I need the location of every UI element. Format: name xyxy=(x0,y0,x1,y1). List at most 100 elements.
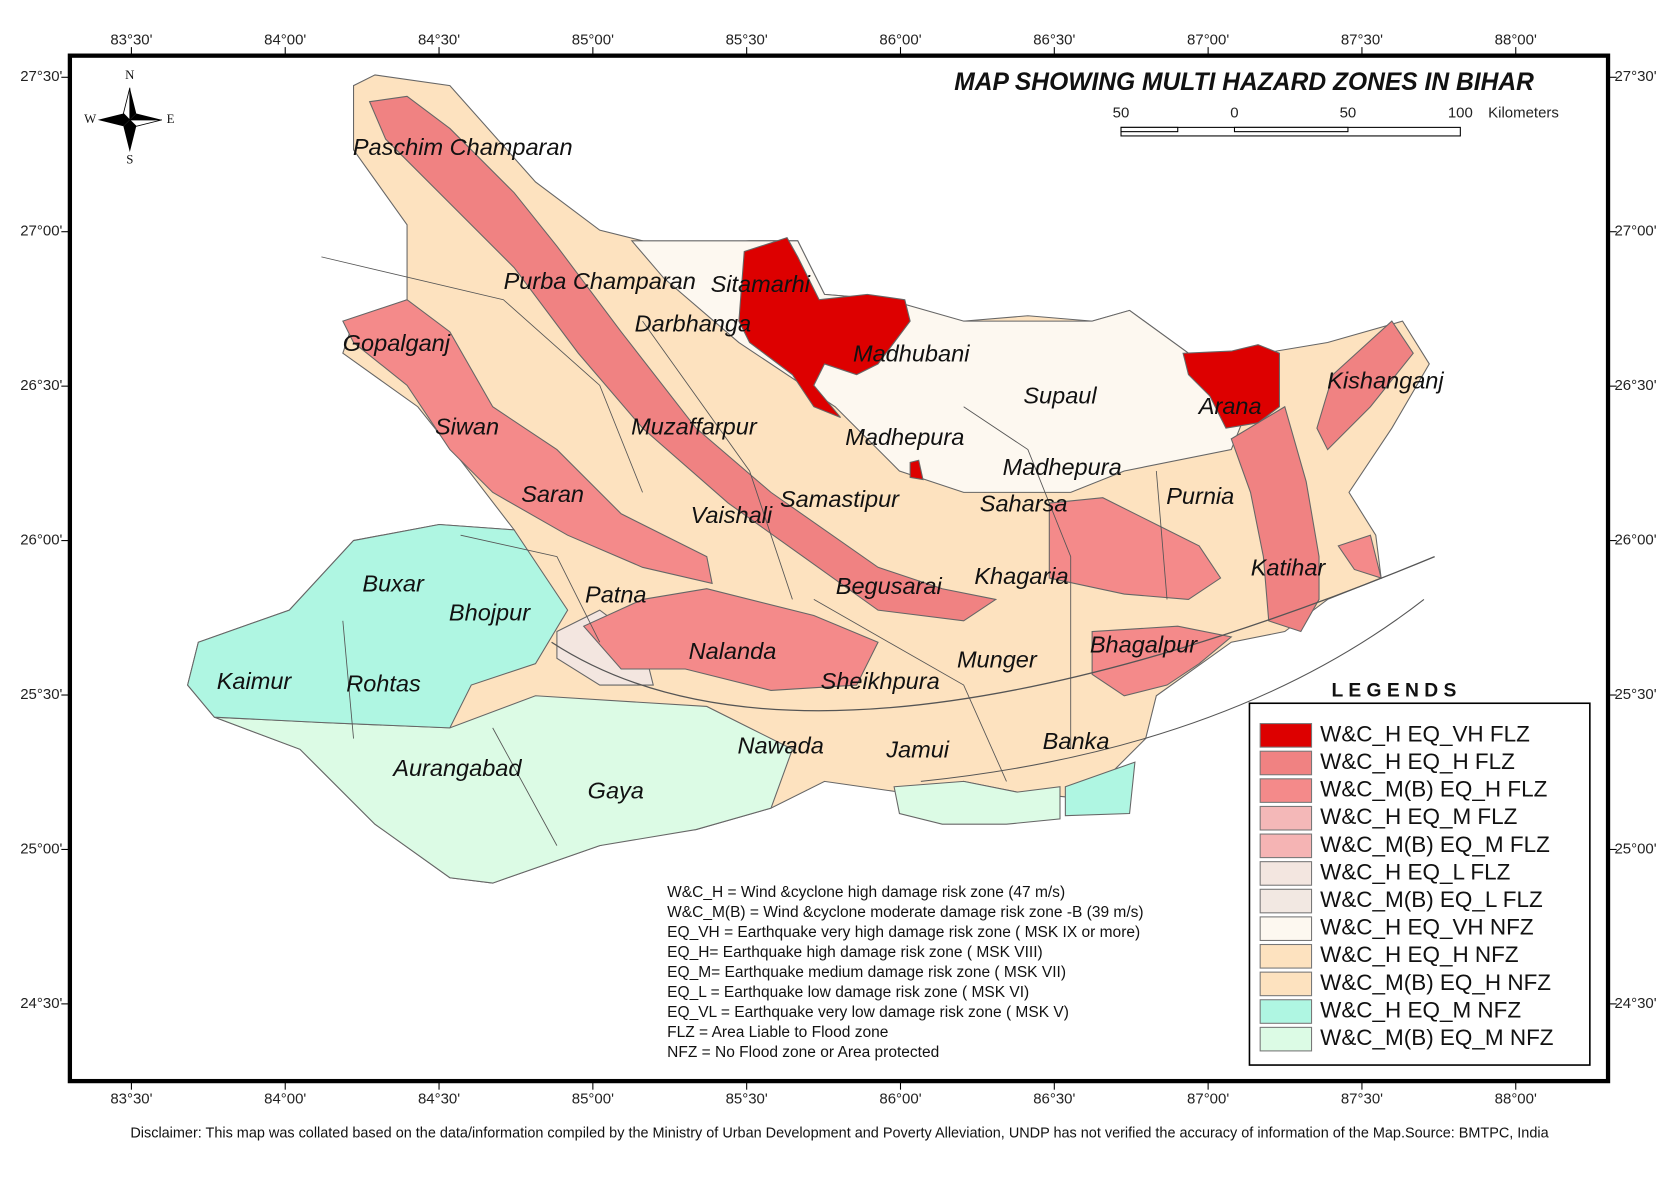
y-tick-label: 26°00' xyxy=(20,532,62,549)
abbreviation-note: W&C_M(B) = Wind &cyclone moderate damage… xyxy=(667,904,1143,921)
scale-label: 0 xyxy=(1230,104,1238,121)
x-tick-label: 85°30' xyxy=(726,32,768,49)
district-label: Samastipur xyxy=(780,486,900,512)
district-label: Darbhanga xyxy=(635,311,751,337)
y-tick-label: 24°30' xyxy=(1614,995,1656,1012)
district-label: Buxar xyxy=(362,571,425,597)
legend-swatch xyxy=(1259,916,1313,941)
x-tick-label: 86°30' xyxy=(1033,1090,1075,1107)
legend-swatch xyxy=(1259,861,1313,886)
y-tick-label: 25°30' xyxy=(1614,686,1656,703)
district-boundary xyxy=(460,534,601,643)
compass: N S E W xyxy=(84,68,174,167)
hazard-zone xyxy=(1064,761,1136,817)
x-tick-label: 85°00' xyxy=(572,32,614,49)
abbreviation-note: FLZ = Area Liable to Flood zone xyxy=(667,1024,888,1041)
legend-swatch xyxy=(1259,888,1313,914)
legend-swatch xyxy=(1259,1026,1313,1052)
abbreviation-note: EQ_VH = Earthquake very high damage risk… xyxy=(667,924,1140,941)
abbreviation-note: EQ_H= Earthquake high damage risk zone (… xyxy=(667,944,1043,961)
district-label: Sheikhpura xyxy=(821,668,940,694)
district-label: Nalanda xyxy=(689,638,777,664)
district-boundary xyxy=(342,620,354,739)
x-tick-label: 87°00' xyxy=(1187,1090,1229,1107)
abbreviation-note: EQ_L = Earthquake low damage risk zone (… xyxy=(667,984,1029,1001)
y-tick-label: 26°30' xyxy=(1614,377,1656,394)
abbreviation-note: NFZ = No Flood zone or Area protected xyxy=(667,1044,939,1061)
hazard-zone xyxy=(1230,405,1320,633)
x-tick-label: 84°30' xyxy=(418,1090,460,1107)
abbreviation-note: EQ_M= Earthquake medium damage risk zone… xyxy=(667,964,1066,981)
scale-label: 100 xyxy=(1448,104,1473,121)
legend-swatch xyxy=(1259,723,1313,748)
x-tick-label: 85°00' xyxy=(572,1090,614,1107)
district-label: Bhojpur xyxy=(449,600,531,626)
district-label: Aurangabad xyxy=(391,755,522,781)
district-label: Purba Champaran xyxy=(504,268,696,294)
legend-label: W&C_M(B) EQ_M NFZ xyxy=(1320,1025,1554,1050)
zone-boundary xyxy=(920,598,1425,782)
legend-label: W&C_H EQ_H NFZ xyxy=(1320,942,1519,967)
district-label: Paschim Champaran xyxy=(353,134,573,160)
disclaimer: Disclaimer: This map was collated based … xyxy=(130,1125,1549,1141)
x-tick-label: 87°30' xyxy=(1341,1090,1383,1107)
district-boundary xyxy=(813,599,1007,782)
district-label: Munger xyxy=(957,647,1038,673)
district-label: Jamui xyxy=(885,737,950,763)
legend-swatch xyxy=(1259,778,1313,803)
legend-label: W&C_H EQ_M NFZ xyxy=(1320,997,1521,1022)
x-tick-label: 83°30' xyxy=(110,1090,152,1107)
district-boundary xyxy=(321,256,643,493)
x-tick-label: 86°00' xyxy=(879,32,921,49)
hazard-zone xyxy=(342,299,713,585)
compass-e: E xyxy=(167,112,175,126)
district-label: Banka xyxy=(1043,728,1110,754)
scale-label: 50 xyxy=(1113,104,1130,121)
district-label: Patna xyxy=(585,581,647,607)
legend-label: W&C_M(B) EQ_M FLZ xyxy=(1320,832,1550,857)
district-label: Vaishali xyxy=(691,502,773,528)
district-label: Bhagalpur xyxy=(1090,632,1198,658)
district-label: Saharsa xyxy=(980,490,1068,516)
district-boundary xyxy=(963,406,1072,750)
hazard-zone xyxy=(738,236,911,418)
district-label: Gaya xyxy=(588,777,644,803)
district-label: Arana xyxy=(1197,393,1262,419)
hazard-zone xyxy=(1316,320,1414,451)
y-tick-label: 26°30' xyxy=(20,377,62,394)
scale-label: 50 xyxy=(1340,104,1357,121)
district-label: Madhepura xyxy=(845,424,964,450)
x-tick-label: 84°00' xyxy=(264,32,306,49)
district-label: Madhepura xyxy=(1003,454,1122,480)
y-tick-label: 25°00' xyxy=(20,840,62,857)
y-tick-label: 25°00' xyxy=(1614,840,1656,857)
legend-swatch xyxy=(1259,943,1313,969)
compass-w: W xyxy=(84,112,97,126)
hazard-zone xyxy=(214,695,794,884)
hazard-zone xyxy=(909,459,924,481)
legend-title: L E G E N D S xyxy=(1332,681,1457,702)
district-label: Madhubani xyxy=(853,341,970,367)
hazard-zone xyxy=(1182,344,1280,429)
scale-unit: Kilometers xyxy=(1488,104,1559,121)
x-tick-label: 88°00' xyxy=(1495,32,1537,49)
x-tick-label: 84°30' xyxy=(418,32,460,49)
abbreviation-note: W&C_H = Wind &cyclone high damage risk z… xyxy=(667,884,1065,901)
compass-n: N xyxy=(125,68,134,82)
hazard-zone xyxy=(187,523,569,729)
legend: L E G E N D S W&C_H EQ_VH FLZ W&C_H EQ_H … xyxy=(1248,681,1591,1066)
district-boundary xyxy=(492,727,558,846)
x-tick-label: 85°30' xyxy=(726,1090,768,1107)
x-tick-label: 86°30' xyxy=(1033,32,1075,49)
district-boundary xyxy=(1155,470,1168,600)
district-boundary xyxy=(642,320,793,600)
y-tick-label: 25°30' xyxy=(20,686,62,703)
hazard-zone xyxy=(1048,497,1222,600)
x-tick-label: 87°00' xyxy=(1187,32,1229,49)
x-tick-label: 87°30' xyxy=(1341,32,1383,49)
district-label: Begusarai xyxy=(836,573,943,599)
hazard-zone xyxy=(368,95,998,622)
district-label: Saran xyxy=(521,481,584,507)
